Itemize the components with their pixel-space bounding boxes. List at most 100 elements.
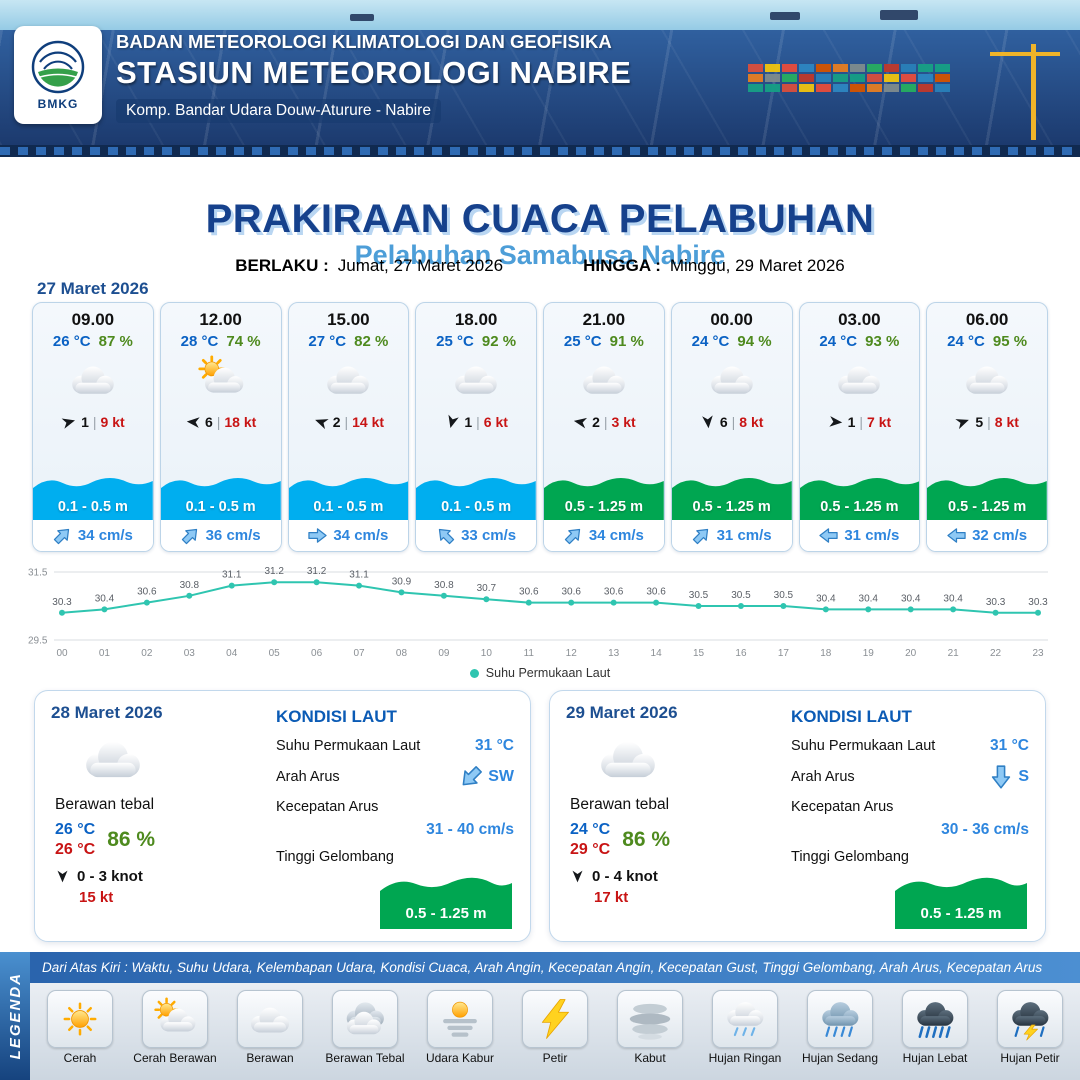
legend-icon-box	[237, 990, 303, 1048]
container-box	[799, 64, 814, 72]
svg-text:31.2: 31.2	[264, 566, 284, 577]
card-temps: 27 °C 82 %	[289, 333, 409, 350]
legend-icon-box	[47, 990, 113, 1048]
legend-dot-icon	[469, 668, 479, 678]
daily-weather-icon-box	[580, 727, 781, 794]
svg-text:02: 02	[141, 648, 153, 659]
svg-text:06: 06	[311, 648, 323, 659]
relative-humidity: 95 %	[992, 333, 1028, 350]
legend-item: Petir	[510, 990, 600, 1080]
hourly-card: 00.00 24 °C 94 % 6 | 8 kt 0.5 - 1.25 m 31 cm/s	[670, 302, 793, 552]
weather-icon-box	[289, 350, 409, 408]
rain-light-icon	[727, 1002, 764, 1037]
current-direction-icon	[992, 765, 1011, 789]
validity-period: BERLAKU : Jumat, 27 Maret 2026 HINGGA : …	[0, 256, 1080, 276]
card-time: 06.00	[965, 310, 1009, 329]
wind-direction-icon	[448, 414, 460, 429]
current-direction-text: S	[1018, 768, 1029, 785]
card-time: 09.00	[71, 310, 115, 329]
wave-height-band: 0.5 - 1.25 m	[799, 473, 920, 520]
cloud-icon	[327, 366, 370, 394]
svg-text:31.2: 31.2	[307, 566, 327, 577]
svg-text:19: 19	[863, 648, 875, 659]
current-row: 31 cm/s	[799, 520, 920, 551]
daily-left: 29 Maret 2026 Berawan tebal 24 °C 29 °C 86 %…	[566, 703, 781, 929]
current-speed: 36 cm/s	[205, 527, 261, 544]
svg-text:30.3: 30.3	[52, 597, 72, 608]
container-box	[799, 74, 814, 82]
svg-text:16: 16	[735, 648, 747, 659]
container-box	[867, 74, 882, 82]
weather-icon-box	[161, 350, 281, 408]
relative-humidity: 82 %	[354, 333, 389, 350]
svg-text:31.1: 31.1	[349, 570, 369, 581]
card-time: 18.00	[454, 310, 498, 329]
legend-description: Dari Atas Kiri : Waktu, Suhu Udara, Kele…	[30, 952, 1080, 983]
daily-left: 28 Maret 2026 Berawan tebal 26 °C 26 °C 86 %…	[51, 703, 266, 929]
separator: |	[603, 414, 608, 430]
legend-item: Berawan Tebal	[320, 990, 410, 1080]
air-temperature: 26 °C	[52, 333, 91, 350]
daily-temps: 24 °C 29 °C 86 %	[570, 820, 781, 860]
legend-icon-box	[522, 990, 588, 1048]
current-direction-value: S	[989, 765, 1029, 789]
svg-text:12: 12	[566, 648, 578, 659]
weather-icon-box	[672, 350, 792, 408]
chart-series-label: Suhu Permukaan Laut	[485, 666, 611, 680]
container-box	[935, 74, 950, 82]
sea-conditions: KONDISI LAUT Suhu Permukaan Laut 31 °C Arah…	[781, 703, 1029, 929]
wave-height-value: 0.1 - 0.5 m	[313, 499, 384, 515]
current-row: 31 cm/s	[671, 520, 792, 551]
svg-text:30.9: 30.9	[392, 576, 412, 587]
svg-text:04: 04	[226, 648, 238, 659]
container-box	[884, 64, 899, 72]
svg-text:07: 07	[353, 648, 365, 659]
legend-side-banner: LEGENDA	[0, 952, 30, 1080]
svg-text:09: 09	[438, 648, 450, 659]
sun-cloud-icon	[198, 355, 243, 393]
wind-row: 6 | 8 kt	[672, 408, 792, 436]
current-speed: 31 cm/s	[716, 527, 772, 544]
wave-height-value: 0.1 - 0.5 m	[185, 499, 256, 515]
legend-icon-box	[142, 990, 208, 1048]
gust-speed: 6 kt	[483, 414, 508, 430]
current-speed-value: 30 - 36 cm/s	[941, 821, 1029, 838]
sst-label: Suhu Permukaan Laut	[791, 738, 936, 754]
weather-icon-box	[800, 350, 920, 408]
svg-text:03: 03	[184, 648, 196, 659]
station-address: Komp. Bandar Udara Douw-Aturure - Nabire	[116, 99, 441, 123]
wave-height-band: 0.5 - 1.25 m	[671, 473, 792, 520]
thunderstorm-icon	[1012, 1002, 1049, 1041]
svg-text:08: 08	[396, 648, 408, 659]
daily-temp-night: 29 °C	[570, 841, 611, 858]
hingga: HINGGA : Minggu, 29 Maret 2026	[583, 256, 845, 276]
crane-icon	[1031, 44, 1036, 140]
wave-height-band: 0.1 - 0.5 m	[288, 473, 409, 520]
card-temps: 25 °C 92 %	[416, 333, 536, 350]
wave-height-value: 0.5 - 1.25 m	[692, 499, 771, 515]
gust-speed: 8 kt	[739, 414, 764, 430]
cloud-icon	[583, 366, 625, 394]
current-direction-text: SW	[488, 768, 514, 785]
card-time: 15.00	[327, 310, 370, 329]
current-row: 32 cm/s	[927, 520, 1047, 551]
svg-text:10: 10	[481, 648, 493, 659]
current-direction-value: SW	[459, 765, 514, 789]
current-speed: 31 cm/s	[844, 527, 900, 544]
sea-conditions: KONDISI LAUT Suhu Permukaan Laut 31 °C Arah…	[266, 703, 514, 929]
legend-item: Hujan Lebat	[890, 990, 980, 1080]
sun-cloud-icon	[154, 997, 196, 1032]
svg-text:31.5: 31.5	[28, 568, 48, 579]
current-speed-label: Kecepatan Arus	[276, 799, 379, 815]
daily-temp-col: 24 °C 29 °C	[570, 820, 610, 860]
hourly-card: 06.00 24 °C 95 % 5 | 8 kt 0.5 - 1.25 m 32 cm/s	[926, 302, 1048, 552]
svg-text:30.4: 30.4	[901, 593, 921, 604]
daily-temps: 26 °C 26 °C 86 %	[55, 820, 266, 860]
wind-speed: 2	[592, 414, 600, 430]
wind-speed: 1	[847, 414, 856, 430]
cloud-icon	[86, 741, 140, 778]
cloud-icon	[966, 366, 1008, 394]
svg-text:30.6: 30.6	[646, 587, 666, 598]
current-speed-value: 31 - 40 cm/s	[426, 821, 514, 838]
legend-item: Kabut	[605, 990, 695, 1080]
